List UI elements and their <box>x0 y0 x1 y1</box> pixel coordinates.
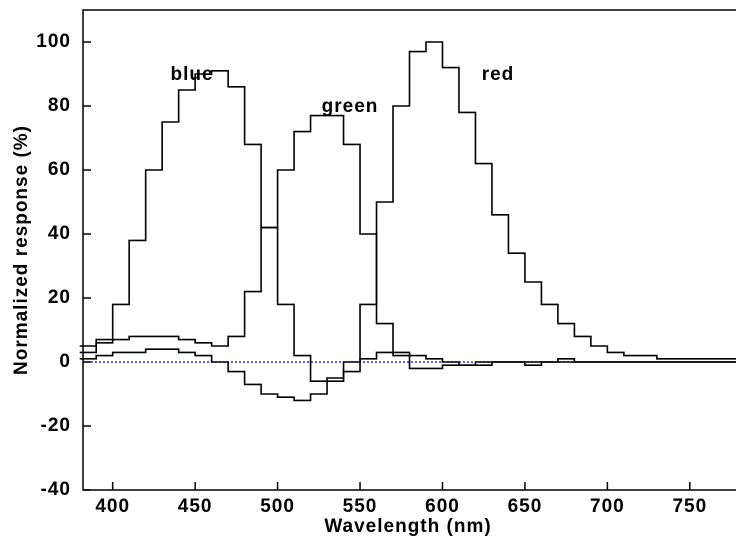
plot-frame <box>82 9 736 491</box>
x-tick-label: 400 <box>95 496 130 517</box>
x-tick-label: 700 <box>590 496 625 517</box>
x-tick-label: 550 <box>343 496 378 517</box>
y-tick-label: 0 <box>59 351 71 372</box>
y-tick-label: -40 <box>41 479 71 500</box>
y-tick-label: 20 <box>48 287 71 308</box>
x-tick-label: 450 <box>178 496 213 517</box>
series-line <box>79 114 736 370</box>
series-line <box>79 70 736 382</box>
y-axis-title: Normalized response (%) <box>11 125 32 375</box>
x-tick-label: 600 <box>425 496 460 517</box>
y-tick-label: 60 <box>48 159 71 180</box>
x-tick-label: 500 <box>260 496 295 517</box>
series-label: blue <box>170 64 213 85</box>
series-label: green <box>322 96 379 117</box>
series-label: red <box>482 64 515 85</box>
x-tick-label: 750 <box>672 496 707 517</box>
y-tick-label: 80 <box>48 95 71 116</box>
x-axis-title: Wavelength (nm) <box>324 516 491 537</box>
y-tick-label: -20 <box>41 415 71 436</box>
x-tick-label: 650 <box>508 496 543 517</box>
y-tick-label: 100 <box>36 31 71 52</box>
series-line <box>79 41 736 402</box>
y-tick-label: 40 <box>48 223 71 244</box>
